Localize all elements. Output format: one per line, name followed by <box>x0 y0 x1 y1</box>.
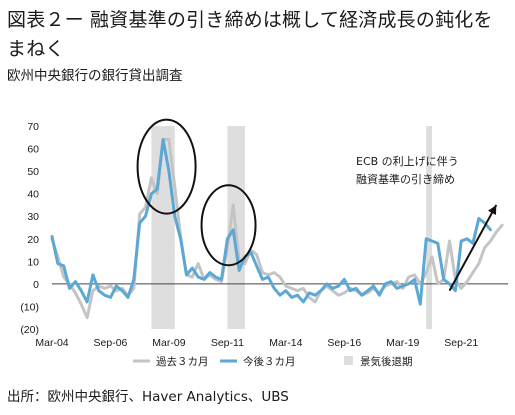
series-line <box>50 138 492 306</box>
x-tick-label: Sep-21 <box>444 337 478 349</box>
highlight-circles <box>136 118 257 267</box>
y-tick-label: 30 <box>27 211 39 223</box>
series-lines <box>50 138 504 320</box>
line-chart: 70 60 50 40 30 20 10 0 (10) (20)Mar-04 Sep-06 Mar-0… <box>20 118 508 368</box>
y-tick-label: 40 <box>27 189 39 201</box>
x-tick-label: Mar-19 <box>386 337 419 349</box>
annotation-arrowhead <box>488 204 497 216</box>
x-tick-label: Sep-16 <box>327 337 361 349</box>
legend-label: 今後３カ月 <box>243 355 296 368</box>
chart-subtitle: 欧州中央銀行の銀行貸出調査 <box>7 68 183 84</box>
y-tick-label: 0 <box>33 279 39 291</box>
y-tick-label: 10 <box>27 256 39 268</box>
x-tick-label: Mar-09 <box>152 337 185 349</box>
y-tick-label: 60 <box>27 144 39 156</box>
y-tick-label: (10) <box>20 301 39 313</box>
chart-title: 図表２ー 融資基準の引き締めは概して経済成長の鈍化をまねく <box>7 9 493 60</box>
x-tick-label: Mar-14 <box>269 337 302 349</box>
legend-swatch <box>344 356 353 365</box>
legend-label: 過去３カ月 <box>156 356 209 368</box>
annotation-text: ECB の利上げに伴う <box>356 155 459 168</box>
highlight-circle <box>200 184 257 267</box>
annotation-text: 融資基準の引き締め <box>356 172 455 186</box>
x-tick-label: Sep-06 <box>94 337 128 349</box>
recession-band <box>426 126 432 329</box>
y-tick-label: 20 <box>27 234 39 246</box>
highlight-circle <box>136 118 197 215</box>
x-tick-label: Sep-11 <box>211 337 244 349</box>
annotation-arrow <box>448 204 498 292</box>
legend: 過去３カ月 今後３カ月 景気後退期 <box>133 355 413 368</box>
legend-label: 景気後退期 <box>360 355 413 368</box>
axes: 70 60 50 40 30 20 10 0 (10) (20)Mar-04 Sep-06 Mar-0… <box>20 121 508 349</box>
y-tick-label: 70 <box>27 121 39 133</box>
x-tick-label: Mar-04 <box>35 337 68 349</box>
y-tick-label: (20) <box>20 324 39 336</box>
y-tick-label: 50 <box>27 166 39 178</box>
source-note: 出所：欧州中央銀行、Haver Analytics、UBS <box>7 389 289 405</box>
